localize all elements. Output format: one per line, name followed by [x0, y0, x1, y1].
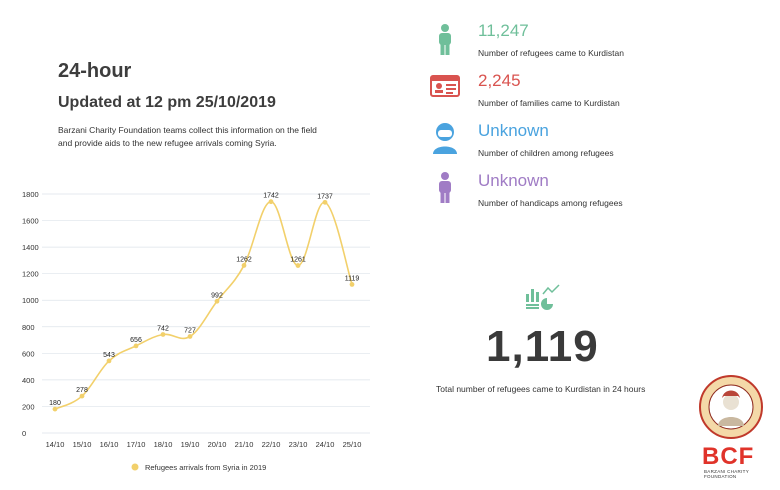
families-count: 2,245	[478, 71, 521, 90]
refugees-label: Number of refugees came to Kurdistan	[478, 48, 624, 58]
data-point	[187, 334, 193, 339]
legend: Refugees arrivals from Syria in 2019	[131, 463, 266, 472]
data-point	[295, 263, 301, 268]
person-icon	[428, 22, 462, 56]
chart-icon	[525, 284, 561, 315]
child-icon	[428, 120, 462, 154]
data-label: 1261	[290, 257, 306, 264]
x-tick-label: 24/10	[316, 440, 335, 449]
total-24h-caption: Total number of refugees came to Kurdist…	[436, 384, 646, 394]
families-label: Number of families came to Kurdistan	[478, 98, 620, 108]
data-label: 543	[103, 352, 115, 359]
x-tick-label: 17/10	[127, 440, 146, 449]
x-tick-label: 25/10	[343, 440, 362, 449]
data-point	[79, 393, 85, 399]
x-tick-label: 21/10	[235, 440, 254, 449]
chart-grid	[42, 193, 370, 434]
foundation-seal-logo	[698, 374, 764, 445]
data-point	[160, 332, 166, 337]
bcf-logo-subtext: BARZANI CHARITY FOUNDATION	[704, 469, 749, 479]
total-24h-value: 1,119	[486, 322, 599, 371]
data-label: 656	[130, 337, 142, 344]
y-tick-label: 0	[22, 429, 26, 438]
y-axis-ticks: 0 200 400 600 800 1000 1200 1400 1600 1800	[22, 190, 39, 438]
data-point	[322, 199, 328, 205]
updated-timestamp: Updated at 12 pm 25/10/2019	[58, 94, 276, 111]
data-point	[106, 358, 112, 364]
x-tick-label: 14/10	[46, 440, 65, 449]
data-point	[268, 199, 274, 205]
handicaps-label: Number of handicaps among refugees	[478, 198, 623, 208]
x-tick-label: 22/10	[262, 440, 281, 449]
x-axis-ticks: 14/10 15/10 16/10 17/10 18/10 19/10 20/10 21/10…	[46, 440, 362, 449]
data-point	[241, 263, 247, 268]
x-tick-label: 15/10	[73, 440, 92, 449]
data-label: 992	[211, 292, 223, 299]
y-tick-label: 400	[22, 376, 35, 385]
x-tick-label: 23/10	[289, 440, 308, 449]
data-points	[52, 199, 355, 412]
x-tick-label: 18/10	[154, 440, 173, 449]
data-label: 742	[157, 325, 169, 332]
x-tick-label: 19/10	[181, 440, 200, 449]
data-label: 727	[184, 327, 196, 334]
x-tick-label: 16/10	[100, 440, 119, 449]
person-icon	[428, 170, 462, 204]
data-point	[133, 343, 139, 349]
data-label: 180	[49, 400, 61, 407]
page-title: 24-hour	[58, 60, 132, 82]
series-line	[54, 200, 353, 410]
y-tick-label: 1800	[22, 190, 39, 199]
data-point	[52, 406, 58, 412]
bcf-logo-text: BCF	[702, 443, 755, 470]
y-tick-label: 200	[22, 402, 35, 411]
legend-label: Refugees arrivals from Syria in 2019	[145, 463, 266, 472]
y-tick-label: 1400	[22, 243, 39, 252]
y-tick-label: 600	[22, 349, 35, 358]
data-label: 1742	[263, 193, 279, 200]
legend-marker	[131, 463, 139, 471]
x-tick-label: 20/10	[208, 440, 227, 449]
data-point	[349, 282, 355, 287]
data-label: 1262	[236, 256, 252, 263]
description-text: Barzani Charity Foundation teams collect…	[58, 125, 317, 148]
data-labels: 180 278 543 656 742 727 992 1262 1742 1261 1737 111…	[49, 193, 359, 407]
data-label: 1119	[345, 275, 360, 282]
id-card-icon	[428, 70, 462, 104]
data-label: 278	[76, 387, 88, 394]
y-tick-label: 800	[22, 323, 35, 332]
data-point	[214, 298, 220, 304]
y-tick-label: 1600	[22, 217, 39, 226]
handicaps-count: Unknown	[478, 171, 549, 190]
data-label: 1737	[317, 193, 333, 200]
children-count: Unknown	[478, 121, 549, 140]
y-tick-label: 1000	[22, 296, 39, 305]
y-tick-label: 1200	[22, 270, 39, 279]
refugees-count: 11,247	[478, 21, 529, 40]
children-label: Number of children among refugees	[478, 148, 614, 158]
